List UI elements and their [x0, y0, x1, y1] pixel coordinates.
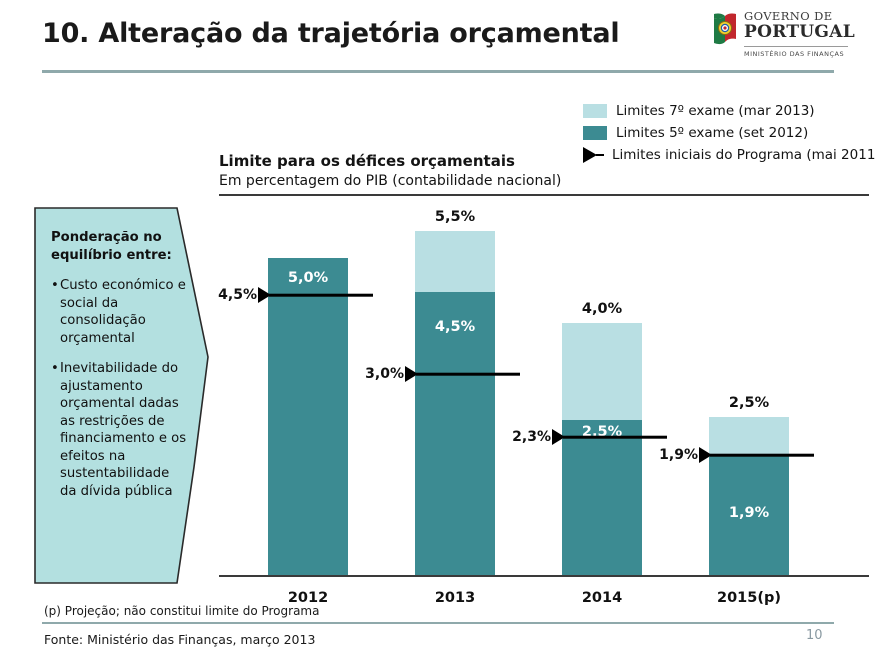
marker-2013-label: 3,0%: [365, 366, 404, 382]
marker-2014: 2,3%: [512, 428, 667, 446]
marker-2013-line: [416, 372, 520, 376]
triangle-marker-icon: [405, 366, 418, 382]
page-number: 10: [806, 628, 823, 643]
logo-line-governo: GOVERNO DE: [744, 9, 833, 23]
bar-2013-total-label: 5,5%: [434, 209, 476, 225]
bar-2015-dark-segment: 1,9%: [709, 455, 789, 575]
logo-divider: [744, 46, 848, 47]
chart-axis-baseline: [219, 575, 869, 577]
chart-title: Limite para os défices orçamentais: [219, 152, 515, 170]
chart-top-divider: [219, 194, 869, 196]
legend-label-7-exame: Limites 7º exame (mar 2013): [616, 103, 815, 119]
bullet-dot-icon: •: [51, 278, 59, 293]
logo-line-ministerio: MINISTÉRIO DAS FINANÇAS: [744, 50, 845, 58]
triangle-marker-icon: [583, 147, 597, 163]
callout-content: Ponderação no equilíbrio entre: • Custo …: [51, 229, 189, 513]
callout-bullet-text-1: Custo económico e social da consolidação…: [60, 278, 186, 346]
callout-heading: Ponderação no equilíbrio entre:: [51, 230, 172, 263]
bullet-dot-icon: •: [51, 361, 59, 376]
logo-line-portugal: PORTUGAL: [744, 22, 855, 42]
xtick-2015: 2015(p): [717, 590, 781, 606]
legend-swatch-dark-teal: [583, 126, 607, 140]
legend-marker-line: [596, 153, 604, 157]
marker-2015-label: 1,9%: [659, 447, 698, 463]
triangle-marker-icon: [258, 287, 271, 303]
marker-2014-label: 2,3%: [512, 429, 551, 445]
bar-2014-light-segment: [562, 323, 642, 420]
legend-item-5-exame: Limites 5º exame (set 2012): [583, 122, 876, 144]
legend-arrow-icon: [583, 147, 607, 163]
bar-2014-total-label: 4,0%: [581, 301, 623, 317]
bar-2013-dark-segment: 4,5%: [415, 292, 495, 575]
chart-subtitle: Em percentagem do PIB (contabilidade nac…: [219, 173, 562, 189]
legend-item-limites-iniciais: Limites iniciais do Programa (mai 2011): [583, 144, 876, 166]
legend-label-5-exame: Limites 5º exame (set 2012): [616, 125, 809, 141]
header-divider: [42, 70, 834, 73]
marker-2013: 3,0%: [365, 365, 520, 383]
callout-bullet-1: • Custo económico e social da consolidaç…: [51, 277, 189, 347]
governo-de-portugal-logo: GOVERNO DE PORTUGAL MINISTÉRIO DAS FINAN…: [712, 9, 855, 66]
logo-wordmark: GOVERNO DE PORTUGAL MINISTÉRIO DAS FINAN…: [744, 9, 855, 58]
footnote-projection: (p) Projeção; não constitui limite do Pr…: [44, 604, 320, 618]
bar-2015-light-segment: [709, 417, 789, 455]
callout-bullet-2: • Inevitabilidade do ajustamento orçamen…: [51, 360, 189, 500]
marker-2015-line: [710, 453, 814, 457]
bar-2013-dark-value: 4,5%: [434, 319, 476, 335]
bar-2012-dark-value: 5,0%: [287, 270, 329, 286]
bar-2015-total-label: 2,5%: [728, 395, 770, 411]
xtick-2013: 2013: [434, 590, 476, 606]
callout-bullet-text-2: Inevitabilidade do ajustamento orçamenta…: [60, 361, 187, 499]
triangle-marker-icon: [699, 447, 712, 463]
bar-2015-dark-value: 1,9%: [728, 505, 770, 521]
marker-2012-label: 4,5%: [218, 287, 257, 303]
footer-divider: [42, 622, 834, 624]
xtick-2012: 2012: [287, 590, 329, 606]
chart-legend: Limites 7º exame (mar 2013) Limites 5º e…: [583, 100, 876, 166]
bar-2013-light-segment: [415, 231, 495, 292]
bar-2012-dark-segment: 5,0%: [268, 258, 348, 575]
xtick-2014: 2014: [581, 590, 623, 606]
callout-box: Ponderação no equilíbrio entre: • Custo …: [34, 207, 209, 584]
page-title: 10. Alteração da trajetória orçamental: [42, 18, 620, 49]
marker-2012: 4,5%: [218, 286, 373, 304]
marker-2012-line: [269, 293, 373, 297]
legend-item-7-exame: Limites 7º exame (mar 2013): [583, 100, 876, 122]
callout-shape: [34, 207, 209, 584]
marker-2014-line: [563, 435, 667, 439]
legend-swatch-light-teal: [583, 104, 607, 118]
legend-label-limites-iniciais: Limites iniciais do Programa (mai 2011): [612, 147, 876, 163]
bar-2014-dark-segment: 2,5%: [562, 420, 642, 575]
portugal-shield-icon: [714, 13, 736, 45]
footnote-source: Fonte: Ministério das Finanças, março 20…: [44, 632, 316, 647]
marker-2015: 1,9%: [659, 446, 814, 464]
triangle-marker-icon: [552, 429, 565, 445]
